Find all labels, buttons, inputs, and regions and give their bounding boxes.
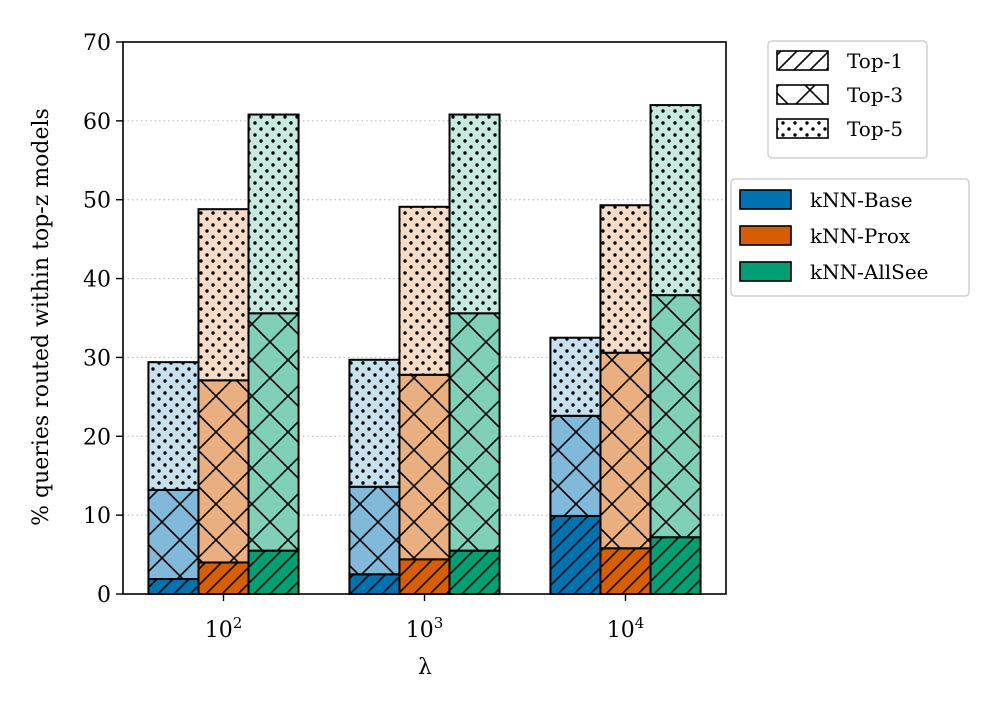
bar-hatch-top3: [398, 373, 451, 561]
y-tick-label: 0: [97, 583, 111, 608]
bar-hatch-top1: [599, 547, 652, 596]
x-tick-label: 103: [406, 614, 444, 643]
y-tick-label: 70: [83, 31, 111, 56]
bar-hatch-top5: [649, 104, 702, 297]
pattern-swatch-top-3: [776, 84, 829, 105]
bar-hatch-top5: [197, 208, 250, 382]
x-axis-label: λ: [418, 655, 432, 680]
bar-hatch-top1: [147, 578, 200, 596]
bar-hatch-top1: [398, 558, 451, 595]
y-tick-label: 60: [83, 110, 111, 135]
bar-hatch-top5: [398, 205, 451, 376]
bar-hatch-top5: [549, 336, 602, 417]
pattern-swatch-top-5: [776, 118, 829, 139]
series-legend-label: kNN-AllSee: [810, 260, 929, 284]
y-tick-label: 30: [83, 346, 111, 371]
bar-hatch-top5: [147, 361, 200, 491]
bar-hatch-top5: [247, 113, 300, 315]
bar-hatch-top3: [147, 488, 200, 581]
bar-hatch-top3: [197, 379, 250, 564]
bar-hatch-top3: [599, 351, 652, 550]
bar-hatch-top1: [197, 561, 250, 596]
bar-hatch-top3: [448, 312, 501, 552]
bars: [147, 104, 702, 596]
x-tick-label: 104: [607, 614, 645, 643]
bar-hatch-top5: [448, 113, 501, 315]
y-tick-label: 10: [83, 504, 111, 529]
pattern-legend: Top-1 Top-3 Top-5: [767, 40, 928, 159]
bar-hatch-top3: [247, 312, 300, 552]
bar-hatch-top3: [649, 294, 702, 539]
bar-hatch-top1: [448, 549, 501, 596]
y-tick-label: 20: [83, 425, 111, 450]
bar-hatch-top1: [348, 573, 401, 595]
x-tick-label: 102: [205, 614, 243, 643]
series-swatch-knn-prox: [739, 225, 792, 246]
pattern-legend-label: Top-5: [847, 117, 903, 141]
series-legend-label: kNN-Base: [810, 188, 913, 212]
y-tick-label: 50: [83, 189, 111, 214]
bar-hatch-top1: [247, 549, 300, 596]
bar-hatch-top3: [348, 485, 401, 576]
series-legend: kNN-Base kNN-Prox kNN-AllSee: [730, 178, 970, 297]
y-axis-label: % queries routed within top-z models: [29, 108, 54, 526]
series-swatch-knn-base: [739, 189, 792, 210]
pattern-legend-label: Top-3: [847, 83, 903, 107]
pattern-swatch-top-1: [776, 50, 829, 71]
y-tick-label: 40: [83, 268, 111, 293]
bar-hatch-top5: [599, 204, 652, 354]
pattern-legend-label: Top-1: [847, 49, 903, 73]
bar-hatch-top5: [348, 358, 401, 488]
bar-hatch-top3: [549, 414, 602, 517]
bar-hatch-top1: [649, 536, 702, 595]
axes: 0 10 20 30 40 50 60 70 102 103 104: [83, 31, 727, 643]
series-swatch-knn-allsee: [739, 261, 792, 282]
bar-hatch-top1: [549, 514, 602, 596]
series-legend-label: kNN-Prox: [810, 224, 911, 248]
